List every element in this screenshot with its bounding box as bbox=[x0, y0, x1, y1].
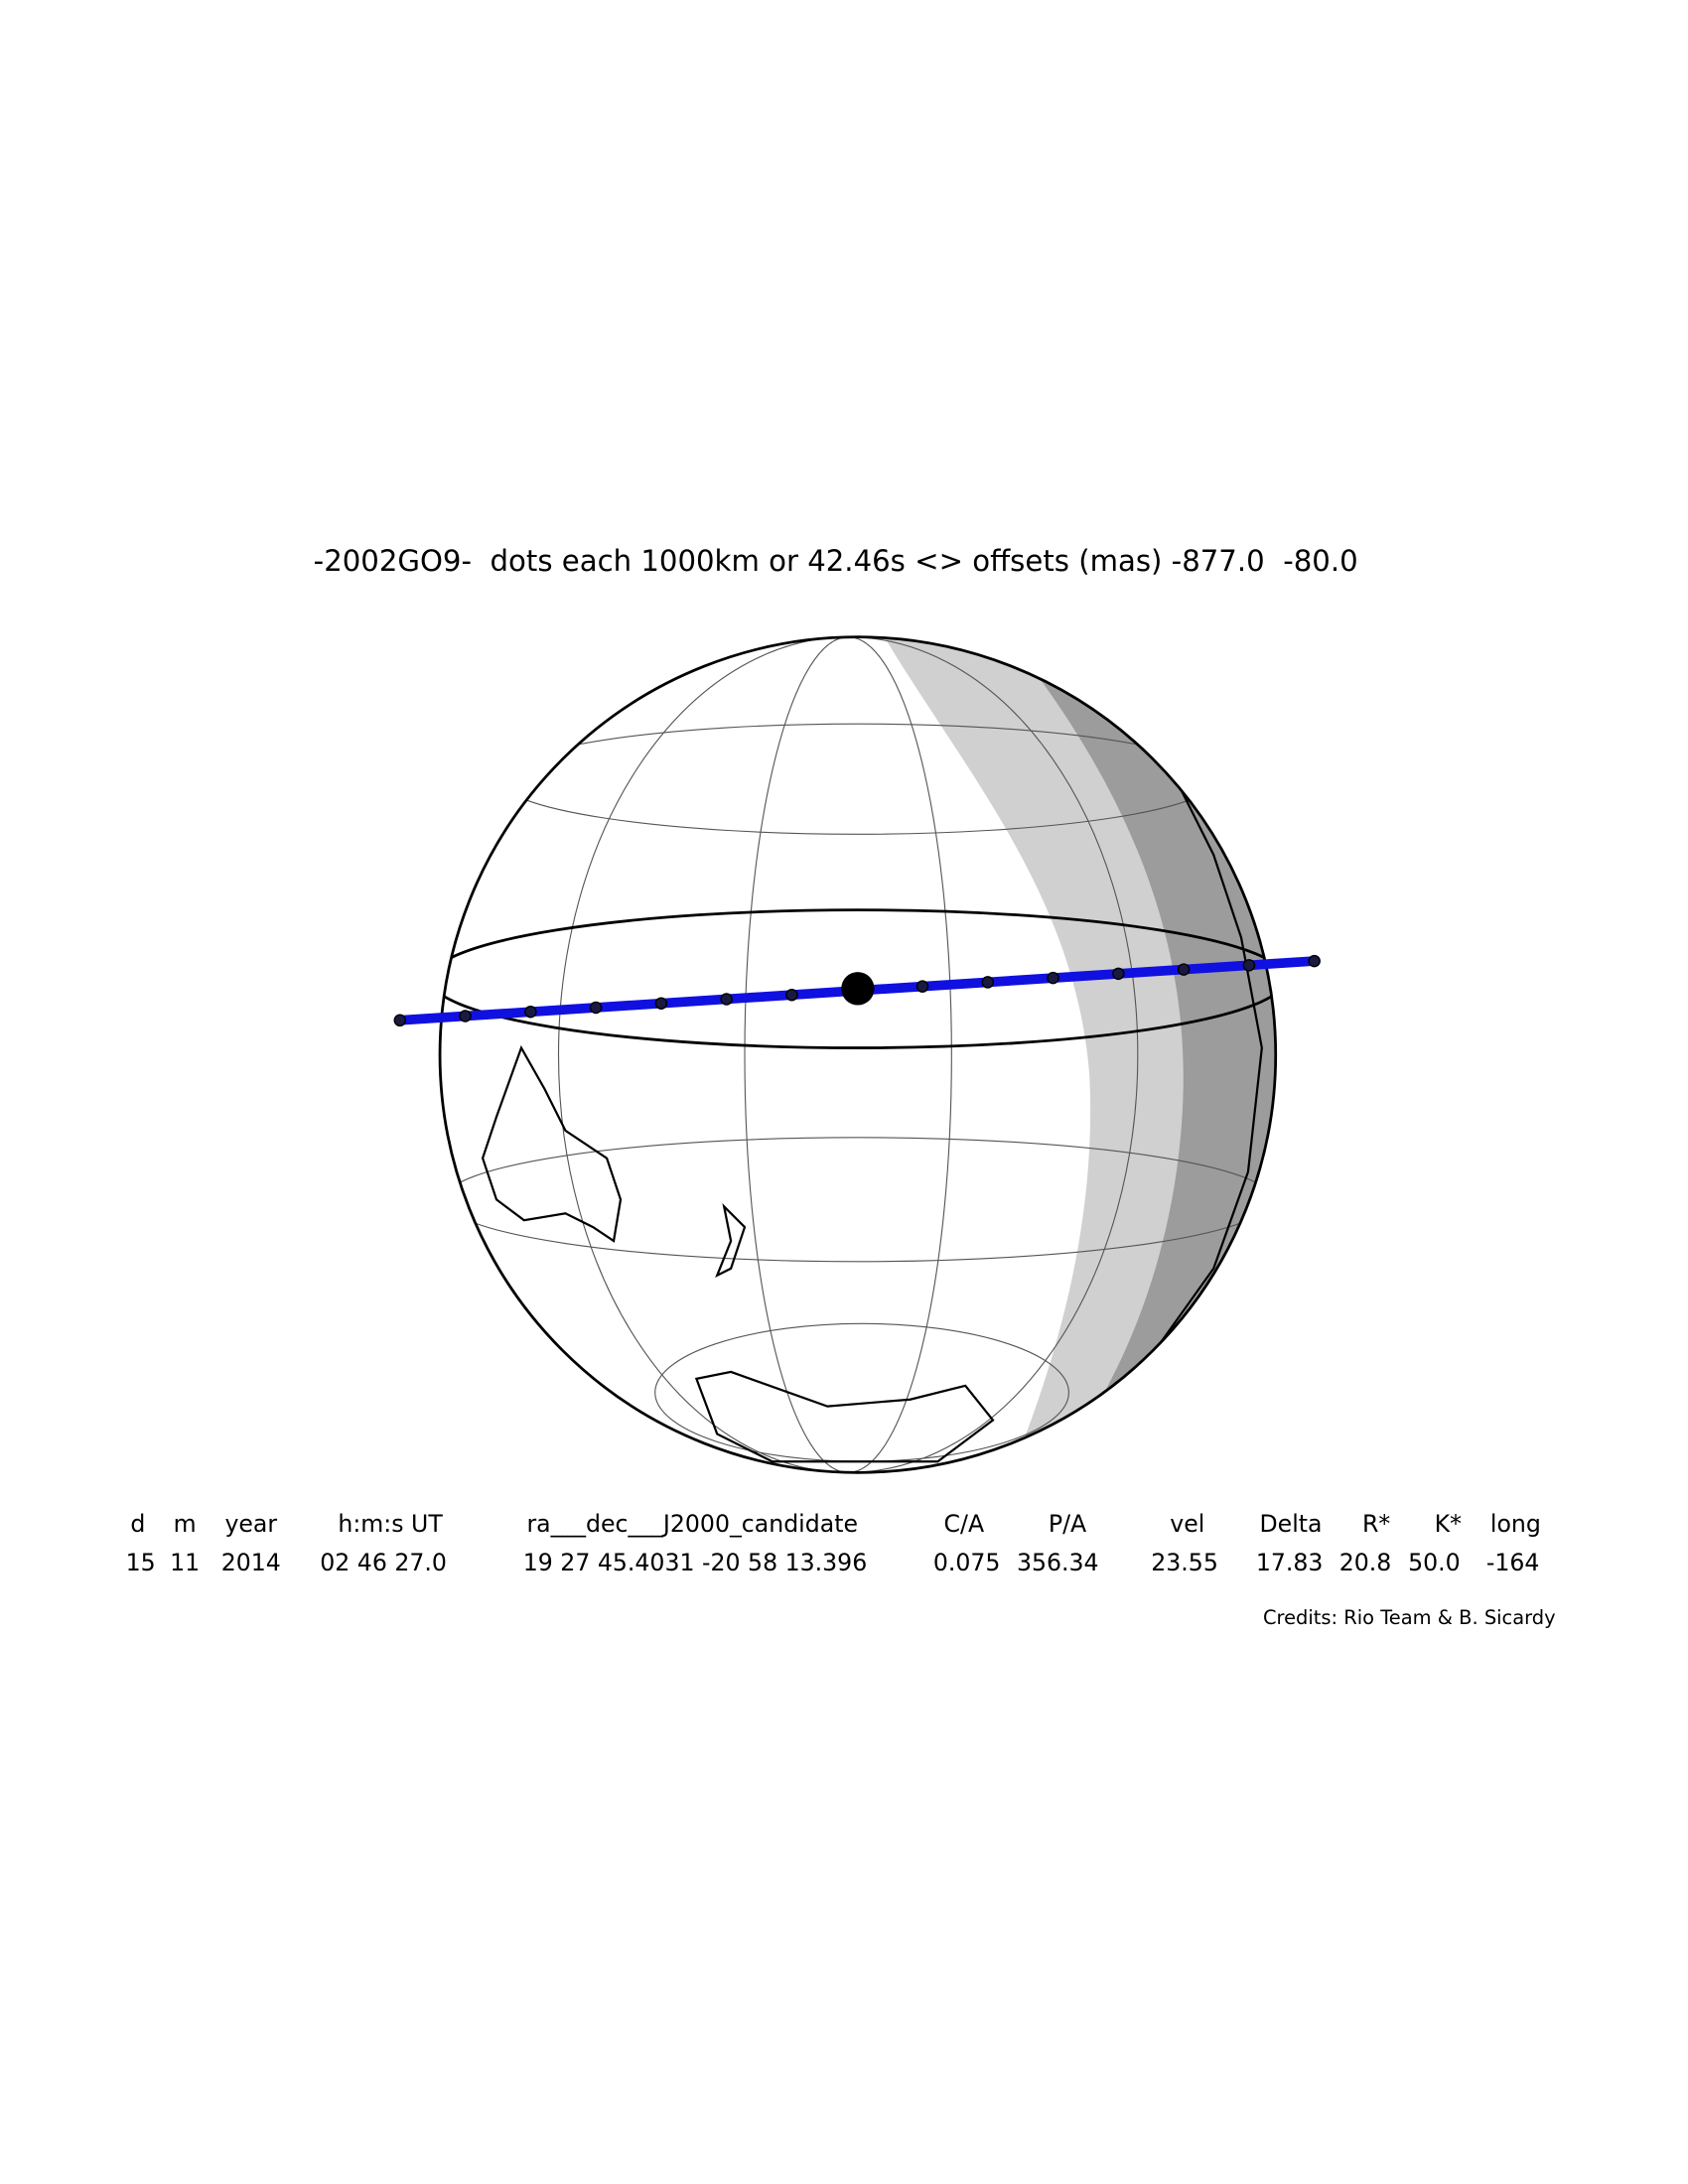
header: C/A bbox=[944, 1510, 985, 1538]
path-dot bbox=[524, 1005, 537, 1019]
globe-outline bbox=[438, 635, 1278, 1474]
header: year bbox=[224, 1510, 277, 1538]
body-position bbox=[841, 972, 875, 1006]
path-dot bbox=[654, 997, 668, 1010]
path-dot bbox=[785, 988, 798, 1002]
path-dot bbox=[981, 976, 995, 989]
coastlines bbox=[440, 688, 1276, 1463]
header: ra___dec___J2000_candidate bbox=[526, 1510, 858, 1538]
header: long bbox=[1490, 1510, 1541, 1538]
path-dot bbox=[1308, 954, 1321, 968]
header: K* bbox=[1435, 1510, 1462, 1538]
cell: 20.8 bbox=[1339, 1549, 1392, 1576]
header-row: d m year h:m:s UT ra___dec___J2000_candi… bbox=[130, 1510, 1540, 1538]
path-dot bbox=[1242, 959, 1256, 972]
cell: -164 bbox=[1486, 1549, 1540, 1576]
header: h:m:s UT bbox=[338, 1510, 443, 1538]
cell: 11 bbox=[170, 1549, 200, 1576]
path-dot bbox=[1112, 967, 1125, 981]
cell: 02 46 27.0 bbox=[320, 1549, 447, 1576]
cell: 50.0 bbox=[1408, 1549, 1461, 1576]
path-dot bbox=[459, 1010, 472, 1023]
credits: Credits: Rio Team & B. Sicardy bbox=[1263, 1606, 1556, 1629]
map-title: -2002GO9- dots each 1000km or 42.46s <> … bbox=[314, 544, 1358, 578]
path-dot bbox=[915, 980, 929, 993]
value-row: 15 11 2014 02 46 27.0 19 27 45.4031 -20 … bbox=[126, 1549, 1540, 1576]
path-dot bbox=[720, 993, 733, 1006]
cell: 356.34 bbox=[1017, 1549, 1099, 1576]
path-dot bbox=[1047, 971, 1059, 985]
header: Delta bbox=[1260, 1510, 1323, 1538]
header: d bbox=[130, 1510, 145, 1538]
header: R* bbox=[1362, 1510, 1390, 1538]
path-dot bbox=[589, 1001, 603, 1015]
cell: 17.83 bbox=[1256, 1549, 1324, 1576]
header: vel bbox=[1170, 1510, 1204, 1538]
header: P/A bbox=[1049, 1510, 1086, 1538]
cell: 15 bbox=[126, 1549, 156, 1576]
path-dot bbox=[393, 1014, 407, 1027]
cell: 0.075 bbox=[933, 1549, 1001, 1576]
cell: 23.55 bbox=[1151, 1549, 1218, 1576]
cell: 2014 bbox=[221, 1549, 281, 1576]
cell: 19 27 45.4031 -20 58 13.396 bbox=[523, 1549, 867, 1576]
header: m bbox=[174, 1510, 197, 1538]
path-dot bbox=[1177, 963, 1191, 976]
